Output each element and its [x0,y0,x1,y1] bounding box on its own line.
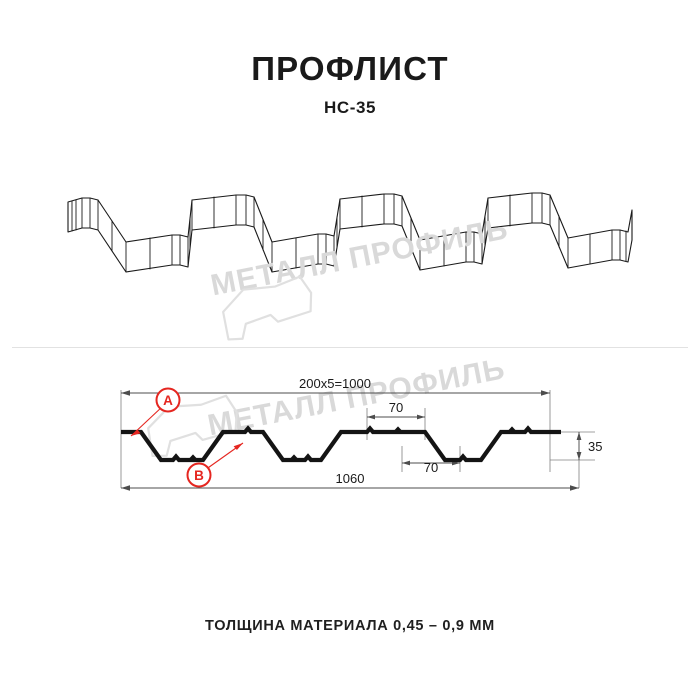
dimension-label-overall-width: 1060 [336,471,365,486]
dimension-profile-height: 35 [576,432,602,460]
isometric-profile-drawing [67,192,633,273]
dimension-overall-width: 1060 [121,471,579,491]
profile-stiffening-ribs [188,426,517,462]
cross-section-drawing: 200x5=1000 70 70 35 1060 [120,376,602,491]
dimension-label-pitch-total: 200x5=1000 [299,376,371,391]
callout-a: A [130,387,181,437]
dimension-label-crest-width: 70 [389,400,403,415]
callout-b-label: B [194,468,204,483]
dimension-crest-width: 70 [367,400,425,420]
material-thickness-note: ТОЛЩИНА МАТЕРИАЛА 0,45 – 0,9 ММ [205,618,495,634]
dimension-valley-width: 70 [402,460,460,475]
sheet-outline [67,192,633,273]
callout-b: B [186,442,244,488]
callout-a-label: A [163,393,173,408]
profile-section-line [121,425,561,463]
dimension-pitch-total: 200x5=1000 [121,376,550,396]
product-model-subtitle: НС-35 [323,98,377,117]
section-divider [12,347,688,348]
page-title: ПРОФЛИСТ [251,50,449,87]
dimension-label-valley-width: 70 [424,460,438,475]
page-header: ПРОФЛИСТ НС-35 [0,52,700,116]
page-footer: ТОЛЩИНА МАТЕРИАЛА 0,45 – 0,9 ММ [0,618,700,634]
isometric-sheet-body [67,192,633,273]
dimension-label-profile-height: 35 [588,439,602,454]
isometric-fold-lines [71,192,633,273]
